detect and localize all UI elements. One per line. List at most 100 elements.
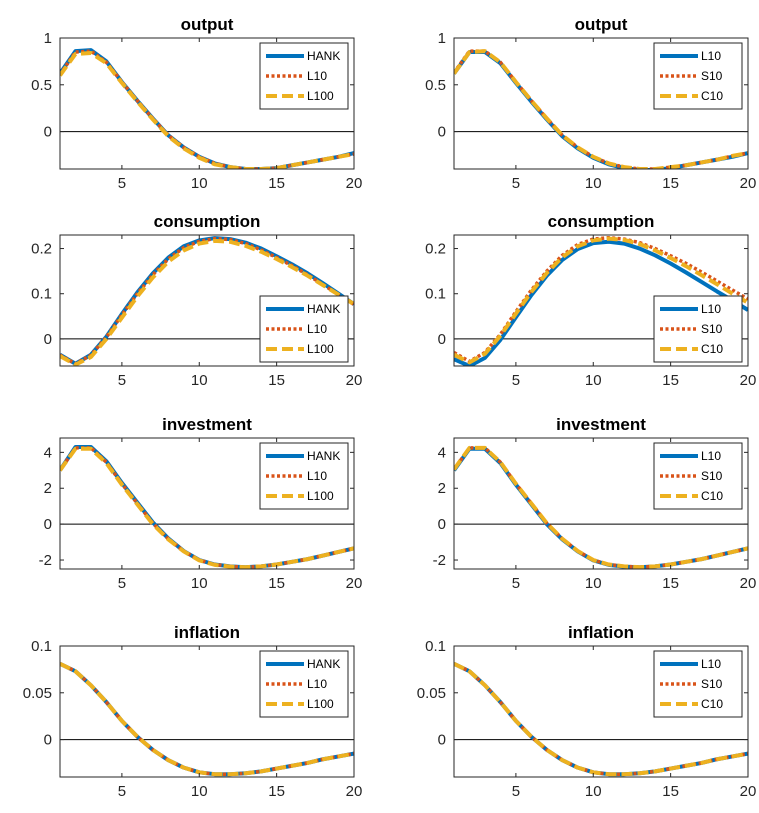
y-tick-label: 0: [438, 732, 446, 749]
axes-frame: [59, 234, 355, 367]
axes-frame: [453, 645, 749, 778]
series-line-l100: [60, 50, 354, 169]
subplot-1: output 5 10 15 20 0 0.5 1 HANK L10 L100: [31, 15, 362, 192]
y-tick-label: 0: [44, 331, 52, 348]
x-tick-label: 20: [740, 575, 757, 592]
legend-label-l10: L10: [701, 302, 721, 316]
legend-label-l100: L100: [307, 89, 334, 103]
x-tick-label: 10: [585, 372, 602, 389]
legend-label-l10: L10: [307, 677, 327, 691]
legend-label-c10: C10: [701, 697, 723, 711]
x-tick-label: 5: [512, 783, 520, 800]
legend: HANK L10 L100: [259, 42, 349, 110]
legend: HANK L10 L100: [259, 442, 349, 510]
y-tick-label: 0.2: [425, 241, 446, 258]
x-tick-label: 15: [662, 175, 679, 192]
legend-label-c10: C10: [701, 342, 723, 356]
y-tick-label: 0: [438, 331, 446, 348]
x-tick-label: 5: [118, 575, 126, 592]
x-tick-label: 10: [191, 372, 208, 389]
x-tick-label: 5: [118, 783, 126, 800]
axes-frame: [59, 645, 355, 778]
x-tick-label: 20: [346, 372, 363, 389]
legend-label-l100: L100: [307, 489, 334, 503]
subplot-3: consumption 5 10 15 20 0 0.1 0.2 HANK L10 L100: [31, 212, 362, 389]
y-tick-label: 0: [44, 732, 52, 749]
x-tick-label: 5: [512, 372, 520, 389]
series-line-s10: [454, 235, 748, 364]
subplot-title: investment: [556, 415, 646, 434]
legend: L10 S10 C10: [653, 295, 743, 363]
y-tick-label: 0.2: [31, 241, 52, 258]
axes-frame: [453, 37, 749, 170]
axes-frame: [453, 234, 749, 367]
legend-label-l10: L10: [307, 69, 327, 83]
x-tick-label: 5: [512, 175, 520, 192]
x-tick-label: 15: [268, 372, 285, 389]
y-tick-label: 0: [438, 124, 446, 141]
y-tick-label: 0: [44, 516, 52, 533]
legend-label-l10: L10: [701, 657, 721, 671]
y-tick-label: 0.1: [31, 638, 52, 655]
y-tick-label: 0: [438, 516, 446, 533]
x-tick-label: 20: [740, 372, 757, 389]
subplot-4: consumption 5 10 15 20 0 0.1 0.2 L10 S10 C10: [425, 212, 756, 389]
axes-frame: [59, 37, 355, 170]
legend-label-l10: L10: [701, 49, 721, 63]
legend-label-s10: S10: [701, 322, 723, 336]
series-line-s10: [454, 662, 748, 776]
legend: L10 S10 C10: [653, 650, 743, 718]
legend-label-l100: L100: [307, 342, 334, 356]
y-tick-label: 0.1: [31, 286, 52, 303]
y-tick-label: -2: [39, 552, 52, 569]
subplot-5: investment 5 10 15 20 -2 0 2 4 HANK L10 L100: [39, 415, 363, 592]
x-tick-label: 20: [346, 783, 363, 800]
subplot-7: inflation 5 10 15 20 0 0.05 0.1 HANK L10 L100: [23, 623, 363, 800]
series-line-c10: [454, 445, 748, 569]
subplot-title: output: [181, 15, 234, 34]
legend: HANK L10 L100: [259, 650, 349, 718]
axes-frame: [59, 437, 355, 570]
series-line-l10: [454, 239, 748, 366]
subplot-title: consumption: [154, 212, 261, 231]
legend: L10 S10 C10: [653, 42, 743, 110]
y-tick-label: 4: [438, 444, 446, 461]
y-tick-label: 0.05: [417, 685, 446, 702]
subplot-title: consumption: [548, 212, 655, 231]
legend-label-hank: HANK: [307, 657, 340, 671]
y-tick-label: 0.05: [23, 685, 52, 702]
legend-label-l10: L10: [307, 469, 327, 483]
subplot-title: inflation: [174, 623, 240, 642]
x-tick-label: 15: [662, 783, 679, 800]
x-tick-label: 20: [346, 175, 363, 192]
series-line-c10: [454, 49, 748, 169]
x-tick-label: 5: [512, 575, 520, 592]
y-tick-label: 0.5: [425, 77, 446, 94]
y-tick-label: 2: [438, 480, 446, 497]
y-tick-label: 2: [44, 480, 52, 497]
subplot-title: inflation: [568, 623, 634, 642]
subplot-title: investment: [162, 415, 252, 434]
x-tick-label: 15: [268, 783, 285, 800]
legend-label-s10: S10: [701, 677, 723, 691]
legend-label-hank: HANK: [307, 449, 340, 463]
series-line-c10: [454, 236, 748, 365]
x-tick-label: 5: [118, 372, 126, 389]
x-tick-label: 10: [585, 575, 602, 592]
y-tick-label: 4: [44, 444, 52, 461]
legend-label-s10: S10: [701, 69, 723, 83]
series-line-l10: [60, 662, 354, 776]
x-tick-label: 15: [662, 372, 679, 389]
legend-label-l100: L100: [307, 697, 334, 711]
x-tick-label: 10: [585, 175, 602, 192]
x-tick-label: 10: [585, 783, 602, 800]
y-tick-label: 0.1: [425, 638, 446, 655]
x-tick-label: 20: [740, 783, 757, 800]
y-tick-label: 0.1: [425, 286, 446, 303]
legend-label-c10: C10: [701, 489, 723, 503]
legend: HANK L10 L100: [259, 295, 349, 363]
subplot-8: inflation 5 10 15 20 0 0.05 0.1 L10 S10 C10: [417, 623, 757, 800]
series-line-s10: [454, 49, 748, 169]
subplot-6: investment 5 10 15 20 -2 0 2 4 L10 S10 C10: [433, 415, 757, 592]
x-tick-label: 10: [191, 783, 208, 800]
